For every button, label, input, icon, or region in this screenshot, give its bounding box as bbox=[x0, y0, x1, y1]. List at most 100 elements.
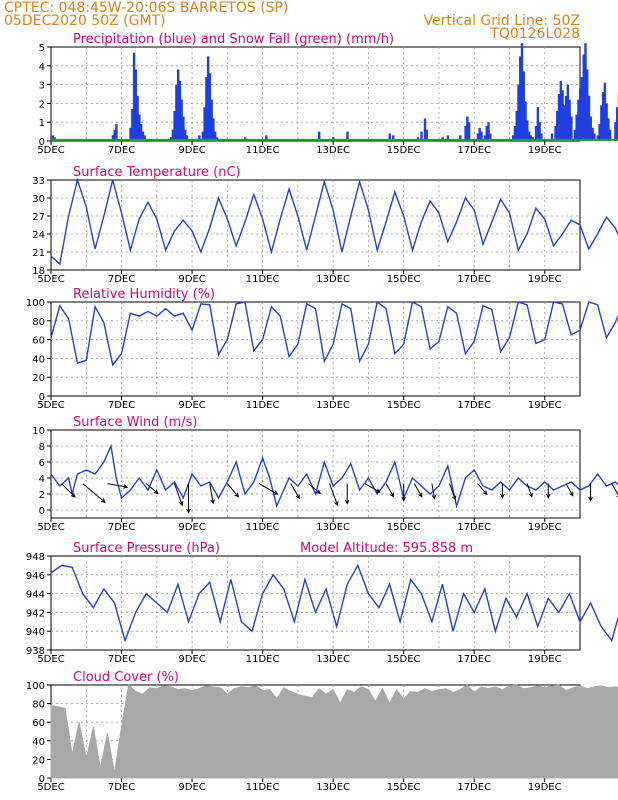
pressure-panel: 938 940 942 944 946 948 5DEC 7DEC 9DEC 11DEC 13DEC… bbox=[26, 541, 618, 665]
temperature-panel: 18 21 24 27 30 33 5DEC 7DEC 9DEC 11DEC 13DEC 15DEC 1… bbox=[32, 165, 618, 285]
wind-vector-head bbox=[431, 494, 437, 500]
precip-bar bbox=[210, 99, 213, 141]
wind-vector-head bbox=[588, 496, 593, 502]
precip-bar bbox=[580, 77, 584, 141]
wind-title: Surface Wind (m/s) bbox=[73, 415, 197, 430]
wind-vector-head bbox=[153, 489, 159, 495]
precip-bar bbox=[131, 109, 134, 141]
rh-line bbox=[50, 300, 618, 367]
precip-bar bbox=[115, 124, 118, 141]
wind-vector-head bbox=[418, 492, 423, 498]
precip-xtick-label: 17DEC bbox=[457, 145, 491, 156]
precip-bar bbox=[446, 135, 450, 141]
wind-vector-head bbox=[390, 492, 395, 498]
precip-bar bbox=[185, 135, 189, 141]
wind-vector-head bbox=[334, 501, 339, 507]
wind-vector bbox=[290, 483, 300, 499]
precip-bar bbox=[556, 110, 559, 141]
pressure-ytick-label: 948 bbox=[26, 552, 45, 563]
precip-ytick-label: 3 bbox=[39, 81, 45, 92]
precip-bar bbox=[208, 73, 212, 141]
header-grid-note: Vertical Grid Line: 50Z bbox=[424, 13, 580, 29]
wind-vector-head bbox=[482, 490, 488, 496]
wind-vector-head bbox=[545, 493, 551, 499]
precip-bar bbox=[524, 101, 527, 141]
temp-ytick-label: 30 bbox=[32, 194, 45, 205]
precip-bar bbox=[171, 129, 175, 141]
temp-xtick-label: 9DEC bbox=[178, 274, 205, 285]
wind-vector bbox=[385, 483, 395, 498]
precip-bar bbox=[466, 116, 469, 141]
precip-ytick-label: 1 bbox=[39, 118, 45, 129]
wind-vector-head bbox=[70, 492, 76, 498]
wind-ytick-label: 2 bbox=[39, 490, 45, 501]
cloud-ytick-label: 80 bbox=[32, 700, 45, 711]
temp-ytick-label: 33 bbox=[32, 176, 45, 187]
wind-xtick-label: 15DEC bbox=[387, 522, 421, 533]
precip-bar bbox=[511, 135, 515, 141]
precip-bar bbox=[182, 116, 185, 141]
precip-bar bbox=[564, 95, 568, 141]
precip-bar bbox=[136, 95, 139, 141]
precip-bar bbox=[517, 84, 520, 141]
precip-bar bbox=[198, 135, 201, 141]
wind-vector bbox=[61, 483, 76, 498]
cloud-ytick-label: 20 bbox=[32, 755, 45, 766]
precip-bar bbox=[513, 125, 517, 141]
wind-vector bbox=[173, 483, 183, 506]
precip-bar bbox=[559, 80, 563, 141]
precip-bar bbox=[464, 125, 467, 141]
wind-vector-head bbox=[569, 491, 574, 497]
temp-ytick-label: 24 bbox=[32, 230, 45, 241]
pressure-xtick-label: 15DEC bbox=[387, 654, 421, 665]
precip-title: Precipitation (blue) and Snow Fall (gree… bbox=[73, 32, 394, 47]
temp-xtick-label: 13DEC bbox=[316, 274, 350, 285]
wind-xtick-label: 17DEC bbox=[457, 522, 491, 533]
precip-bar bbox=[561, 90, 564, 141]
wind-line bbox=[50, 443, 618, 509]
precip-bar bbox=[527, 131, 531, 141]
wind-vector-head bbox=[295, 494, 300, 500]
wind-ytick-label: 4 bbox=[39, 474, 45, 485]
precip-bar bbox=[603, 82, 607, 141]
precip-bar bbox=[143, 135, 146, 141]
wind-vector-head bbox=[273, 490, 279, 495]
pressure-xtick-label: 13DEC bbox=[316, 654, 350, 665]
precip-bar bbox=[589, 116, 592, 141]
wind-vector bbox=[364, 483, 380, 493]
rh-xtick-label: 15DEC bbox=[387, 400, 421, 411]
rh-xtick-label: 9DEC bbox=[178, 400, 205, 411]
cloud-title: Cloud Cover (%) bbox=[73, 670, 179, 685]
precip-bar bbox=[570, 116, 573, 141]
precip-bar bbox=[593, 133, 596, 141]
precip-xtick-label: 15DEC bbox=[387, 145, 421, 156]
precip-ytick-label: 0 bbox=[39, 137, 45, 148]
cloud-xtick-label: 5DEC bbox=[37, 782, 64, 793]
precip-bar bbox=[476, 133, 480, 141]
precip-bar bbox=[584, 43, 587, 141]
precip-bar bbox=[318, 131, 321, 141]
precip-bar bbox=[206, 56, 210, 141]
precip-bar bbox=[596, 135, 600, 141]
wind-vector bbox=[526, 483, 533, 497]
rh-title: Relative Humidity (%) bbox=[73, 287, 215, 302]
precip-bar bbox=[485, 125, 488, 141]
precip-bar bbox=[616, 107, 618, 141]
cloud-xtick-label: 17DEC bbox=[457, 782, 491, 793]
rh-xtick-label: 5DEC bbox=[37, 400, 64, 411]
precip-bar bbox=[515, 110, 518, 141]
precip-ytick-label: 5 bbox=[39, 43, 45, 54]
precip-bar bbox=[388, 133, 391, 141]
precip-bar bbox=[554, 125, 557, 141]
precip-bar bbox=[480, 131, 483, 141]
wind-xtick-label: 5DEC bbox=[37, 522, 64, 533]
precip-frame bbox=[50, 46, 581, 142]
wind-vector-head bbox=[500, 493, 505, 499]
wind-vector-head bbox=[123, 484, 129, 489]
precip-bar bbox=[577, 99, 580, 141]
wind-vector-head bbox=[401, 496, 406, 502]
precip-bar bbox=[459, 135, 462, 141]
cloud-xtick-label: 9DEC bbox=[178, 782, 205, 793]
precip-bar bbox=[519, 56, 522, 141]
wind-vector bbox=[477, 483, 488, 495]
